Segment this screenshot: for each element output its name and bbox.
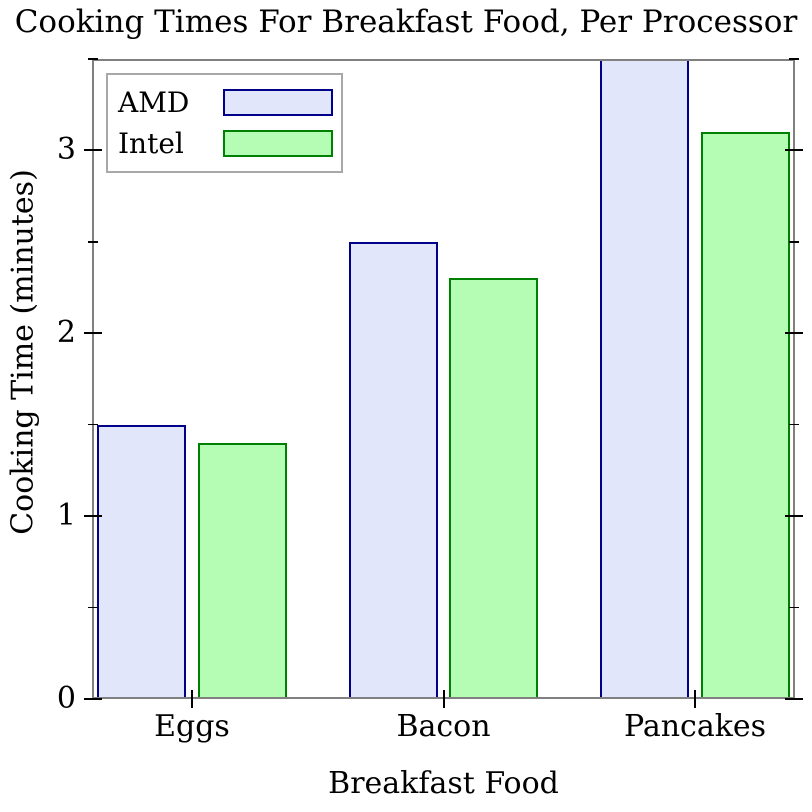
x-tick-label-eggs: Eggs	[154, 709, 230, 744]
y-tick	[785, 149, 803, 152]
y-tick	[84, 698, 102, 700]
x-tick	[694, 690, 697, 708]
y-tick	[84, 515, 102, 518]
y-minor-tick	[88, 606, 98, 609]
y-tick	[785, 515, 803, 518]
bar-intel-pancakes	[701, 132, 790, 699]
chart-title: Cooking Times For Breakfast Food, Per Pr…	[14, 4, 798, 40]
y-minor-tick	[88, 58, 98, 60]
y-axis-line	[92, 59, 94, 699]
bar-intel-bacon	[449, 278, 539, 699]
legend-label-amd: AMD	[118, 85, 190, 119]
y-tick-label: 2	[56, 315, 76, 351]
y-minor-tick	[88, 423, 98, 426]
top-spine	[92, 59, 795, 61]
y-axis-label: Cooking Time (minutes)	[5, 169, 41, 535]
y-minor-tick	[789, 423, 799, 426]
x-tick	[190, 690, 193, 708]
x-tick	[442, 690, 445, 708]
bar-amd-bacon	[348, 241, 438, 699]
y-tick	[785, 698, 803, 700]
y-minor-tick	[789, 606, 799, 609]
y-minor-tick	[88, 241, 98, 243]
legend-swatch-amd	[223, 88, 333, 116]
y-tick	[84, 149, 102, 152]
legend-swatch-intel	[223, 130, 333, 158]
y-minor-tick	[789, 58, 799, 60]
legend: AMD Intel	[106, 73, 343, 173]
y-tick	[84, 332, 102, 335]
bar-intel-eggs	[197, 443, 287, 699]
bar-amd-pancakes	[600, 59, 690, 699]
x-tick-label-bacon: Bacon	[396, 709, 491, 744]
right-spine	[793, 59, 795, 699]
legend-label-intel: Intel	[118, 127, 184, 161]
plot-area: AMD Intel 0 1 2 3 Eggs Bacon Pancakes	[57, 58, 803, 744]
legend-item-amd: AMD	[118, 86, 333, 119]
x-axis-label: Breakfast Food	[328, 766, 559, 801]
y-tick-label: 3	[56, 132, 76, 168]
bar-amd-eggs	[96, 424, 186, 699]
y-tick	[785, 332, 803, 335]
legend-item-intel: Intel	[118, 127, 333, 160]
y-tick-label: 0	[56, 681, 76, 716]
x-tick-label-pancakes: Pancakes	[624, 709, 767, 744]
y-minor-tick	[789, 241, 799, 243]
y-tick-label: 1	[56, 498, 76, 534]
